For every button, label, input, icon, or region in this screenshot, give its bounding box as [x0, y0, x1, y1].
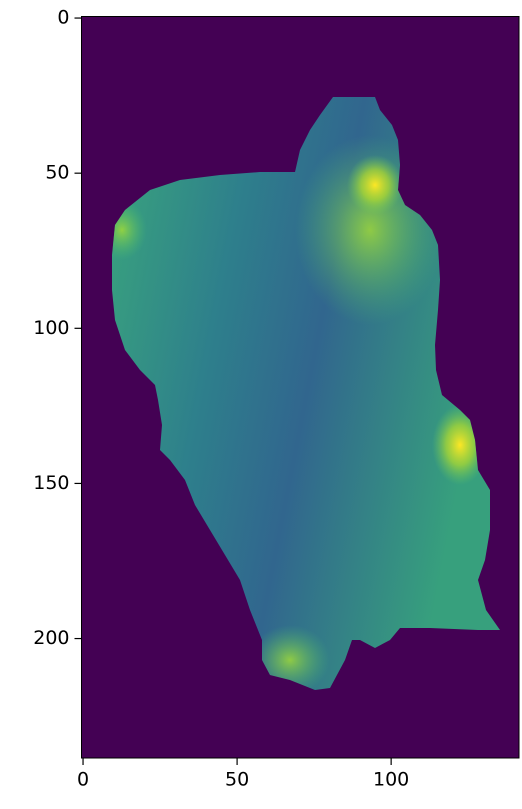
y-tick-label: 0	[57, 7, 69, 29]
x-tick-label: 50	[225, 769, 249, 791]
y-tick-label: 150	[33, 472, 69, 494]
y-tick-label: 50	[45, 162, 69, 184]
plot-frame	[81, 16, 520, 759]
y-tick-label: 200	[33, 627, 69, 649]
y-tick-label: 100	[33, 317, 69, 339]
x-tick-label: 100	[373, 769, 409, 791]
x-tick-label: 0	[77, 769, 89, 791]
